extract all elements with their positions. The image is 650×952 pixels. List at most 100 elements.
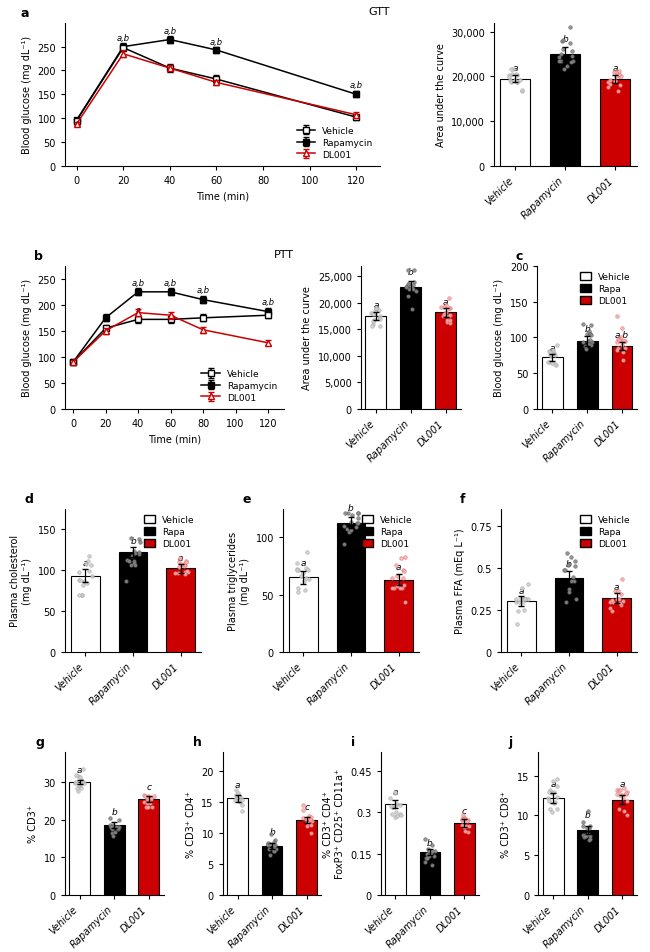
Point (614, 69, 624, 85)
Point (545, 355, 555, 370)
Point (121, 573, 131, 588)
Text: b: b (348, 504, 354, 513)
Text: a: a (619, 779, 625, 788)
Point (618, 353, 629, 368)
Point (548, 773, 558, 788)
Point (340, 506, 350, 522)
Text: a,b: a,b (350, 81, 363, 89)
Point (73, 783, 83, 799)
Text: a: a (77, 765, 83, 775)
Legend: Vehicle, Rapa, DL001: Vehicle, Rapa, DL001 (578, 271, 632, 307)
Legend: Vehicle, Rapa, DL001: Vehicle, Rapa, DL001 (578, 514, 632, 550)
Point (236, 790, 246, 805)
Point (550, 357, 560, 372)
Point (462, 813, 473, 828)
Point (135, 535, 145, 550)
Point (78, 578, 88, 593)
Point (616, 69, 627, 85)
Bar (601, 80, 630, 167)
Point (403, 264, 413, 279)
Point (618, 791, 628, 806)
Point (386, 799, 396, 814)
Point (400, 594, 410, 609)
Point (237, 793, 247, 808)
Point (523, 577, 533, 592)
Point (585, 832, 595, 847)
Point (558, 43, 568, 58)
Point (617, 572, 627, 587)
Text: h: h (193, 735, 202, 748)
Point (617, 338, 627, 353)
Point (79, 776, 89, 791)
Point (81, 556, 92, 571)
Point (578, 317, 588, 332)
Point (267, 842, 278, 857)
Point (73, 769, 83, 784)
Point (458, 819, 469, 834)
Point (562, 60, 572, 75)
Point (398, 578, 409, 593)
Point (604, 77, 615, 92)
Point (143, 788, 153, 803)
Point (556, 54, 566, 69)
Point (543, 784, 554, 800)
Point (510, 67, 521, 82)
Point (299, 574, 309, 589)
Point (84, 564, 94, 579)
Point (610, 69, 621, 85)
Point (512, 75, 523, 90)
Point (374, 310, 384, 326)
Bar (337, 523, 365, 652)
Point (437, 308, 448, 324)
Point (614, 333, 624, 348)
Point (584, 819, 595, 834)
Bar (70, 783, 90, 895)
Point (551, 802, 562, 817)
Point (147, 800, 157, 815)
Point (374, 303, 384, 318)
Point (585, 829, 595, 844)
Point (614, 783, 624, 798)
Point (339, 519, 350, 534)
Point (263, 837, 273, 852)
Point (390, 809, 400, 824)
Point (426, 858, 437, 873)
Point (306, 814, 317, 829)
Point (619, 803, 629, 819)
Point (567, 569, 578, 585)
Point (231, 783, 242, 798)
Point (603, 80, 614, 95)
Point (546, 348, 556, 364)
Point (134, 547, 144, 563)
Y-axis label: % CD3⁺ CD4⁺
FoxP3⁺ CD25⁺ CD11a⁺: % CD3⁺ CD4⁺ FoxP3⁺ CD25⁺ CD11a⁺ (323, 768, 345, 879)
Point (176, 557, 186, 572)
Point (570, 559, 580, 574)
Point (263, 838, 274, 853)
Point (618, 345, 629, 360)
Point (612, 341, 623, 356)
Point (439, 307, 449, 322)
Point (460, 819, 471, 834)
Text: j: j (509, 735, 513, 748)
Bar (385, 804, 406, 895)
Point (558, 63, 569, 78)
Text: a: a (21, 7, 29, 20)
Point (181, 555, 192, 570)
Point (609, 65, 619, 80)
Text: a,b: a,b (164, 279, 177, 288)
Point (618, 594, 628, 609)
Point (231, 790, 242, 805)
Point (619, 781, 629, 796)
Text: i: i (351, 735, 355, 748)
Point (408, 278, 419, 293)
Point (566, 549, 576, 565)
Point (549, 796, 560, 811)
Point (385, 790, 396, 805)
Point (554, 50, 564, 66)
Point (571, 592, 581, 607)
Point (404, 277, 415, 292)
Text: c: c (462, 806, 467, 815)
Point (127, 549, 138, 565)
Point (389, 785, 400, 801)
Point (569, 574, 579, 589)
